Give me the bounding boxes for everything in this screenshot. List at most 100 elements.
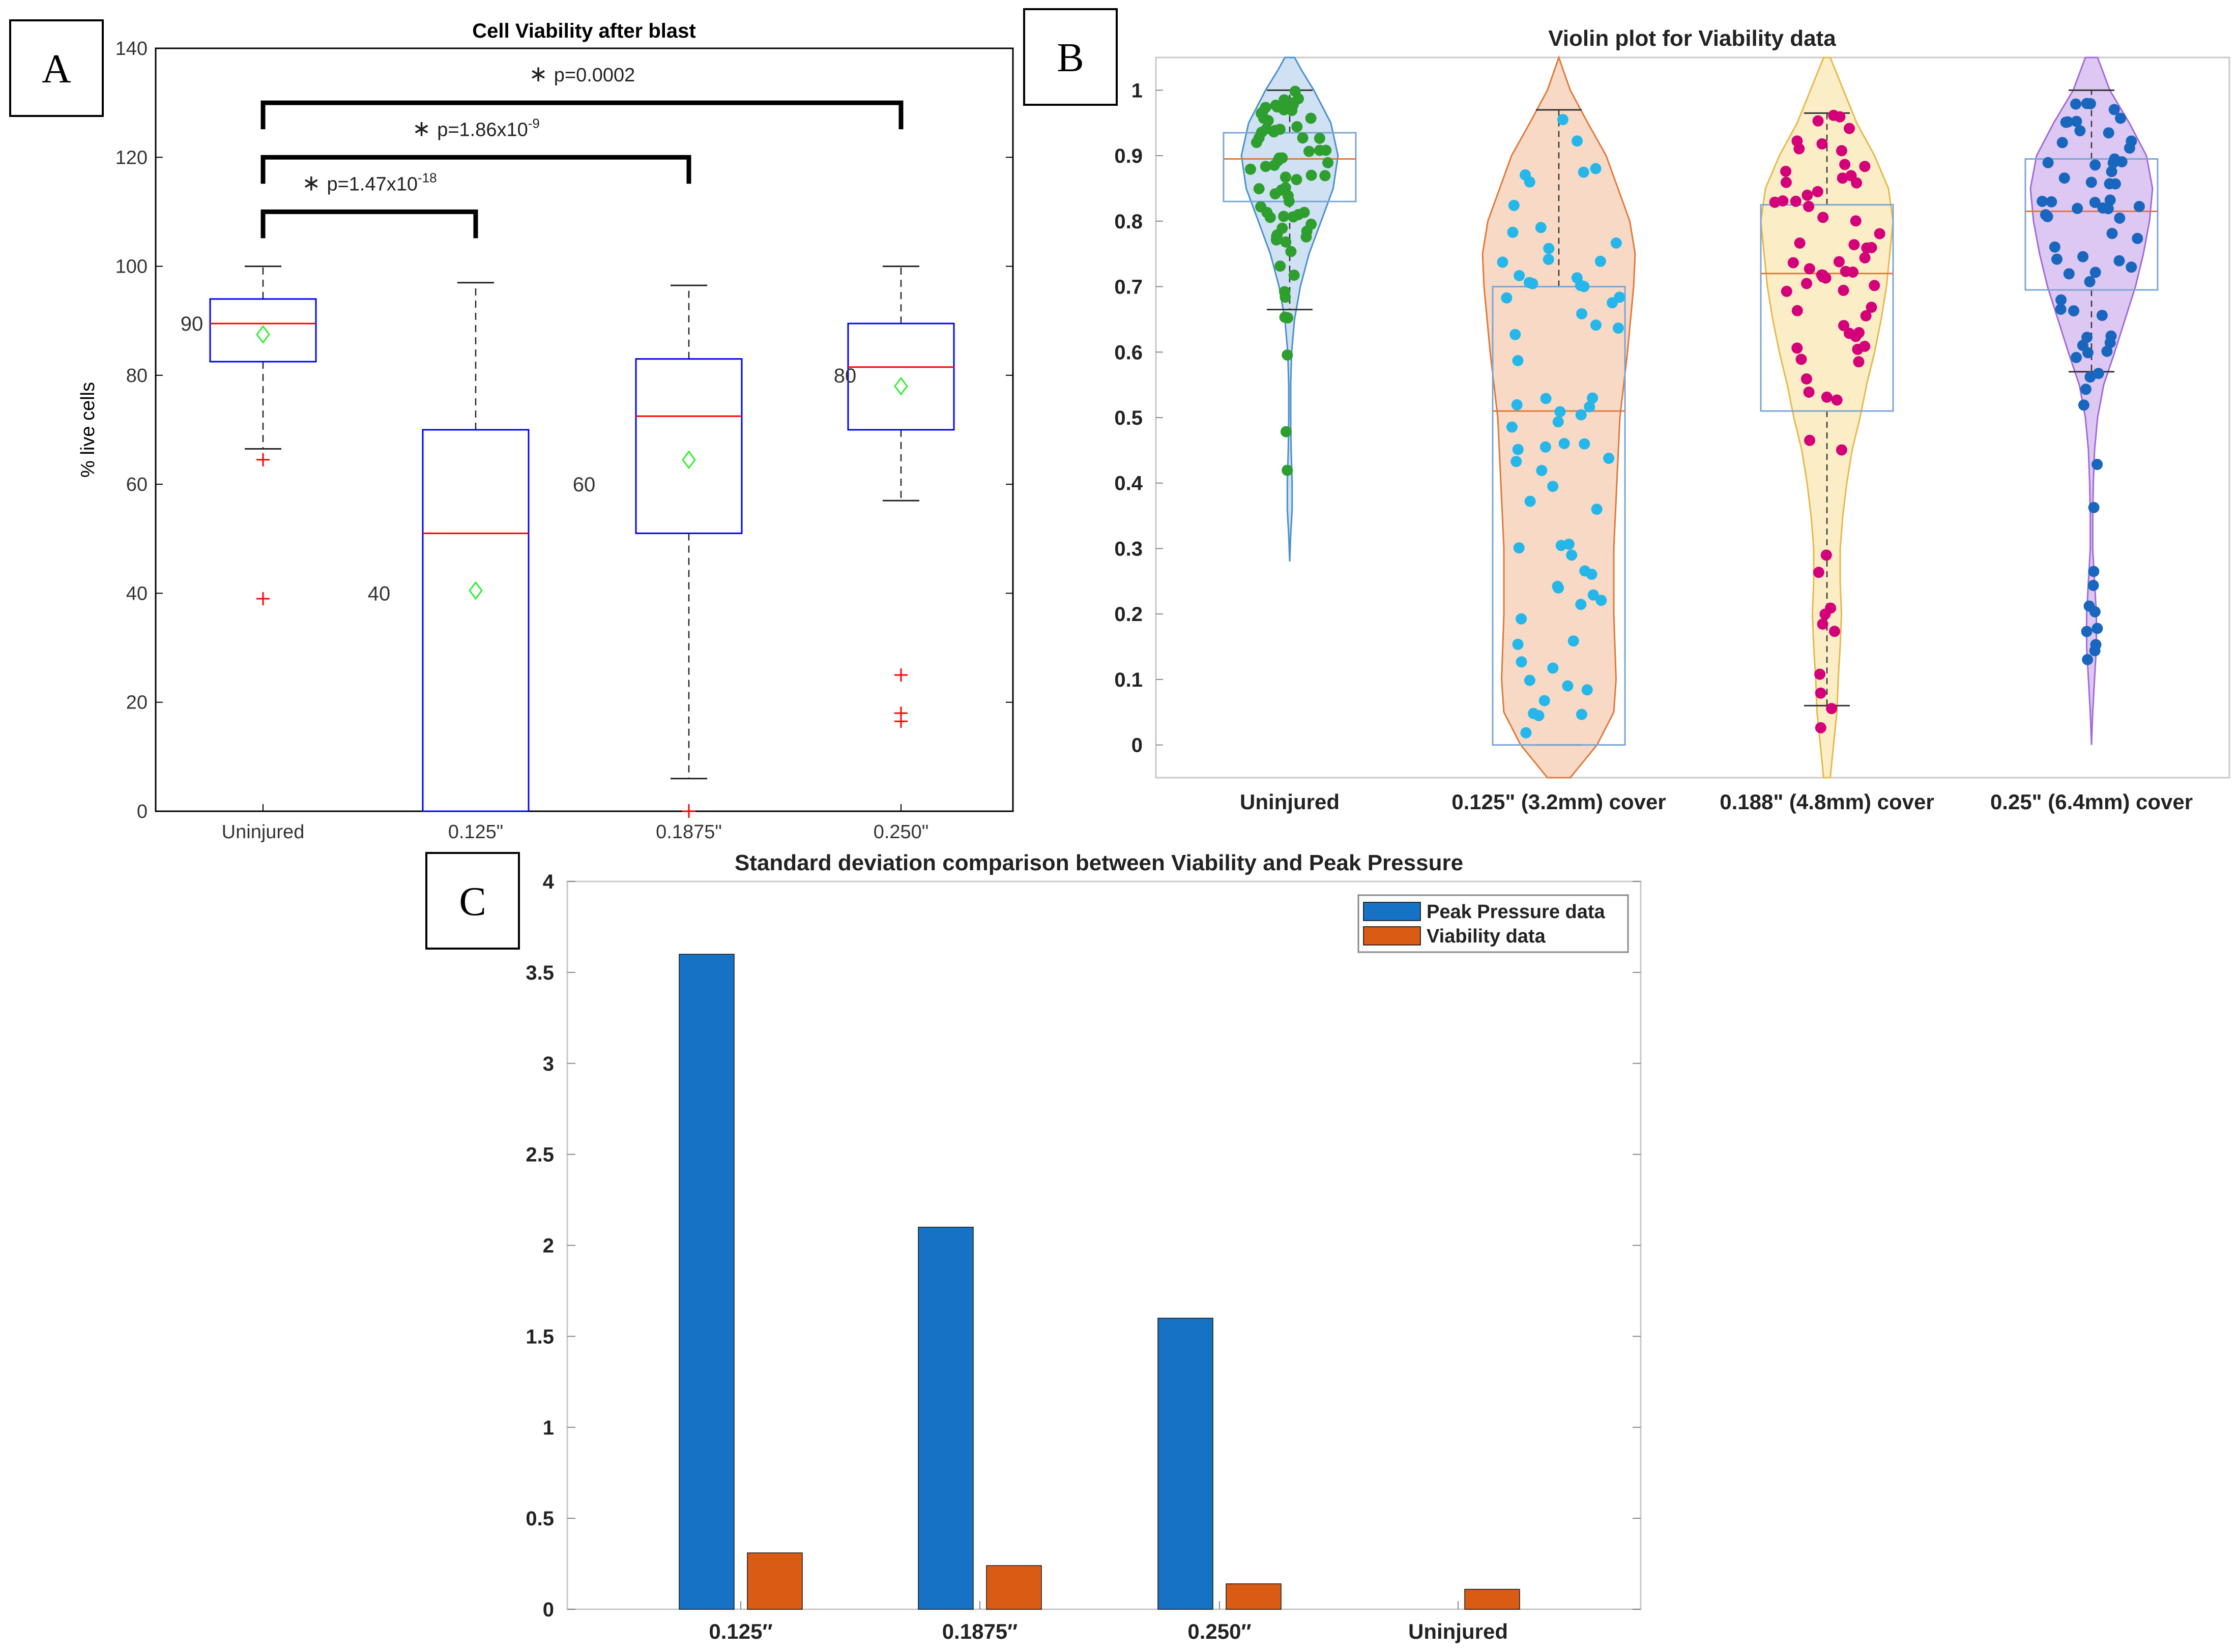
violin-data-point: [1547, 662, 1559, 674]
violin-data-point: [1787, 257, 1799, 269]
violin-data-point: [1285, 246, 1297, 257]
box-annotation-label: 40: [368, 582, 391, 605]
panel-b-title: Violin plot for Viability data: [1548, 26, 1836, 51]
y-tick-label: 0.5: [1114, 407, 1143, 429]
violin-data-point: [2108, 104, 2120, 115]
violin-data-point: [1543, 243, 1555, 254]
violin-data-point: [1612, 322, 1624, 334]
significance-label: ∗ p=1.86x10-9: [412, 115, 540, 141]
significance-bracket: [260, 209, 478, 239]
violin-data-point: [1501, 292, 1513, 304]
violin-data-point: [1795, 353, 1807, 365]
violin-data-point: [1552, 416, 1564, 428]
violin-group: [2024, 56, 2159, 745]
violin-data-point: [1512, 638, 1524, 650]
violin-data-point: [1803, 200, 1815, 212]
box-group: 90: [181, 266, 317, 606]
panel-b-violin: Violin plot for Viability data 0 0.1 0.2 0.…: [1114, 26, 2230, 814]
violin-data-point: [1282, 312, 1294, 323]
violin-data-point: [2109, 178, 2121, 190]
violin-data-point: [1553, 582, 1564, 594]
violin-data-point: [1777, 195, 1789, 206]
violin-data-point: [1859, 161, 1871, 172]
violin-data-point: [1791, 342, 1803, 354]
box-annotation-label: 80: [834, 365, 857, 387]
violin-data-point: [1260, 102, 1271, 113]
significance-bracket: [260, 155, 691, 184]
panel-b-violins: [1223, 55, 2159, 779]
violin-data-point: [1557, 114, 1568, 126]
panel-label-c-group: C: [425, 852, 520, 950]
violin-data-point: [1297, 132, 1309, 144]
x-tick-label: Uninjured: [1408, 1619, 1508, 1643]
panel-c-axes-box: [566, 880, 1642, 1610]
violin-data-point: [1305, 169, 1317, 181]
panel-a-boxplot: Cell Viability after blast % live cells …: [77, 20, 1014, 843]
violin-data-point: [2088, 501, 2100, 513]
violin-data-point: [1513, 542, 1525, 554]
x-tick-label: 0.1875": [656, 821, 722, 843]
violin-data-point: [1512, 444, 1524, 455]
violin-data-point: [1859, 252, 1871, 263]
violin-data-point: [2116, 156, 2128, 168]
violin-data-point: [2133, 201, 2145, 212]
violin-data-point: [1804, 434, 1815, 446]
violin-data-point: [1586, 569, 1597, 580]
violin-data-point: [1572, 135, 1583, 147]
y-tick-label: 120: [115, 147, 148, 168]
violin-data-point: [1844, 123, 1855, 134]
violin-data-point: [1322, 157, 1333, 168]
violin-data-point: [2042, 157, 2054, 168]
y-tick-label: 0.4: [1114, 473, 1143, 495]
violin-data-point: [1291, 121, 1303, 132]
violin-data-point: [1839, 159, 1851, 170]
violin-data-point: [1847, 267, 1858, 278]
violin-data-point: [2104, 194, 2116, 206]
violin-data-point: [1829, 626, 1840, 637]
violin-data-point: [1298, 206, 1310, 218]
panel-c-title: Standard deviation comparison between Vi…: [735, 850, 1463, 875]
y-tick-label: 100: [115, 256, 148, 278]
violin-data-point: [1283, 195, 1295, 207]
violin-data-point: [2051, 253, 2062, 265]
violin-data-point: [1853, 356, 1865, 368]
violin-data-point: [1821, 391, 1833, 403]
y-tick-label: 0.8: [1114, 211, 1143, 233]
violin-data-point: [2106, 228, 2118, 239]
violin-data-point: [2113, 255, 2125, 267]
violin-data-point: [2083, 600, 2095, 612]
violin-data-point: [1587, 589, 1599, 601]
violin-data-point: [2085, 176, 2097, 188]
y-tick-label: 0: [137, 801, 148, 822]
y-tick-label: 2: [543, 1235, 554, 1257]
violin-data-point: [1535, 222, 1547, 233]
violin-group: [1760, 56, 1894, 779]
x-tick-label: 0.125": [448, 821, 504, 843]
bar-viability: [1464, 1588, 1520, 1610]
violin-data-point: [2088, 566, 2100, 577]
violin-data-point: [1276, 222, 1288, 234]
violin-data-point: [2062, 116, 2074, 128]
violin-data-point: [1816, 269, 1827, 281]
violin-data-point: [1520, 169, 1531, 181]
panel-label-a-box: [9, 19, 104, 117]
violin-data-point: [1271, 101, 1283, 113]
x-tick-label: Uninjured: [1240, 790, 1340, 814]
panel-label-a: A: [42, 47, 71, 92]
violin-data-point: [2102, 203, 2114, 215]
violin-iqr-box: [2024, 158, 2159, 291]
violin-group: [1223, 56, 1357, 562]
violin-data-point: [1845, 170, 1857, 182]
panel-a-xticks: Uninjured 0.125" 0.1875" 0.250": [222, 804, 928, 843]
violin-data-point: [2081, 626, 2093, 637]
violin-data-point: [2126, 261, 2137, 273]
violin-data-point: [1285, 97, 1296, 109]
violin-shape: [1760, 56, 1894, 779]
x-tick-label: 0.125" (3.2mm) cover: [1451, 790, 1666, 814]
bar-viability: [986, 1565, 1042, 1610]
violin-data-point: [1590, 319, 1602, 331]
violin-data-point: [1780, 165, 1792, 177]
violin-data-point: [2096, 310, 2108, 321]
legend-swatch-viability: [1363, 926, 1421, 946]
violin-data-point: [2080, 383, 2091, 395]
